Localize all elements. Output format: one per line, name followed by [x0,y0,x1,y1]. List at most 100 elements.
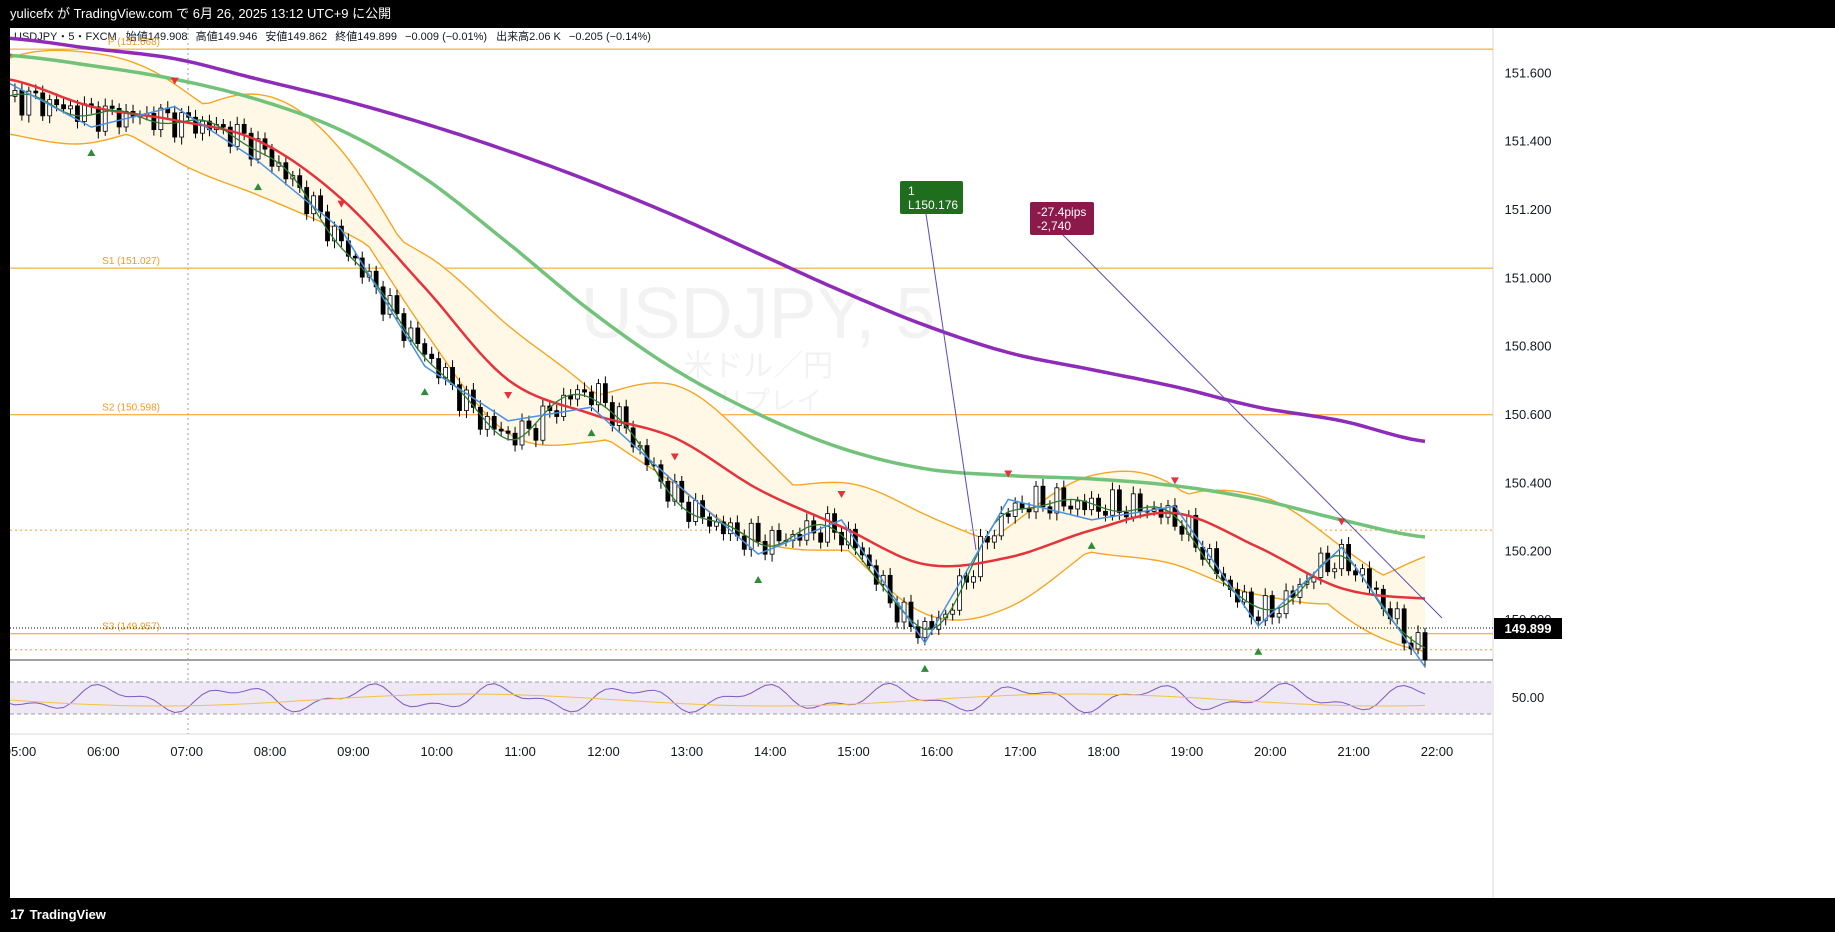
candle-body [1373,587,1379,590]
trade-entry-label[interactable] [900,181,963,214]
candle-body [707,516,712,527]
candle-body [700,500,706,518]
candle-body [40,92,46,117]
tradingview-brand[interactable]: 17 TradingView [10,906,106,922]
candle-body [526,420,532,429]
candle-body [61,104,66,110]
candle-body [422,343,428,355]
time-tick-13: 18:00 [1087,744,1120,759]
candle-body [1179,525,1185,535]
pivot-label-0: P (151.668) [108,37,160,48]
trade-pnl-label[interactable] [1030,202,1094,235]
candle-body [95,106,101,132]
candle-body [255,138,261,160]
price-tick-3: 151.000 [1505,270,1552,285]
candle-body [352,255,358,259]
candle-body [415,327,421,344]
trade-pnl-connector [1061,233,1443,619]
legend-change: −0.009 (−0.01%) [405,31,487,43]
zigzag [7,82,1426,668]
candle-body [1033,485,1039,513]
time-tick-10: 15:00 [837,744,870,759]
swing-low-marker [254,183,263,191]
last-price-value: 149.899 [1505,621,1552,636]
swing-high-marker [170,77,179,85]
legend-high: 高値149.946 [196,29,258,43]
candle-body [1415,632,1421,650]
candle-body [68,105,73,110]
swing-high-marker [1337,518,1346,526]
legend-volume: 出来高2.06 K [496,29,561,43]
candle-body [1255,616,1261,622]
legend-close: 終値149.899 [335,29,397,43]
candle-body [950,609,956,615]
candle-body [47,99,53,117]
candle-body [602,383,608,403]
price-tick-4: 150.800 [1505,339,1552,354]
candle-body [540,405,546,441]
time-tick-8: 13:00 [671,744,704,759]
ma-mid-line [7,53,1426,539]
swing-high-marker [670,453,679,461]
time-axis: 05:00 06:00 07:00 08:00 09:00 10:00 11:00 12:00… [4,744,1454,759]
candle-body [109,105,115,109]
candle-body [1075,500,1081,510]
candle-body [82,103,87,122]
candle-body [839,531,844,546]
candle-body [998,513,1004,537]
time-tick-14: 19:00 [1171,744,1204,759]
brand-name: TradingView [29,906,106,922]
publish-line: yulicefx が TradingView.com で 6月 26, 2025… [10,6,392,21]
moving-averages [7,36,1426,649]
swing-low-marker [920,664,929,672]
candle-body [241,123,247,134]
candle-body [1401,608,1407,644]
candle-body [332,225,337,242]
candle-body [776,529,782,542]
price-chart[interactable]: USDJPY, 5 米ドル／円 リプレイ USDJPY・5・FXCM 始値149… [4,28,1835,898]
time-tick-4: 09:00 [337,744,370,759]
rsi-line [7,682,1426,714]
last-price-tag [1494,618,1562,639]
time-tick-12: 17:00 [1004,744,1037,759]
chart-frame[interactable]: USDJPY, 5 米ドル／円 リプレイ USDJPY・5・FXCM 始値149… [4,28,1835,898]
swing-high-marker [1004,470,1013,478]
tradingview-logo-icon: 17 [10,906,25,922]
candle-body [1061,487,1067,507]
candle-body [825,513,831,543]
candle-body [1005,513,1011,517]
time-tick-17: 22:00 [1421,744,1454,759]
candle-body [477,406,483,430]
ma-slow-line [7,36,1426,444]
candle-body [658,464,664,482]
candle-body [908,601,914,627]
rsi-pane: 50.00 [7,681,1544,715]
swing-low-marker [87,148,96,156]
pivot-label-3: S3 (149.957) [102,622,160,633]
candle-body [978,535,983,578]
price-tick-1: 151.400 [1505,134,1552,149]
candle-body [498,428,504,432]
candle-body [75,105,80,122]
swing-low-marker [1254,647,1263,655]
candle-body [1110,489,1115,516]
candle-body [1283,590,1289,615]
trade-pnl-pips: -27.4pips [1037,205,1086,219]
rsi-signal-line [7,693,1426,707]
pivot-label-1: S1 (151.027) [102,256,160,267]
candle-body [54,99,60,106]
candle-body [491,416,497,430]
swing-high-marker [837,491,846,499]
candle-body [172,112,178,138]
candle-body [755,522,761,542]
price-axis: 151.600 151.400 151.200 151.000 150.800 150.6… [1505,65,1552,627]
candle-body [26,90,32,116]
legend-low: 安値149.862 [265,29,327,43]
candle-body [179,112,185,138]
candle-body [220,124,226,128]
footer-bar: 17 TradingView [0,898,1835,932]
candle-body [672,480,678,502]
candle-body [748,522,754,550]
candle-body [429,353,435,359]
candle-body [227,126,233,147]
